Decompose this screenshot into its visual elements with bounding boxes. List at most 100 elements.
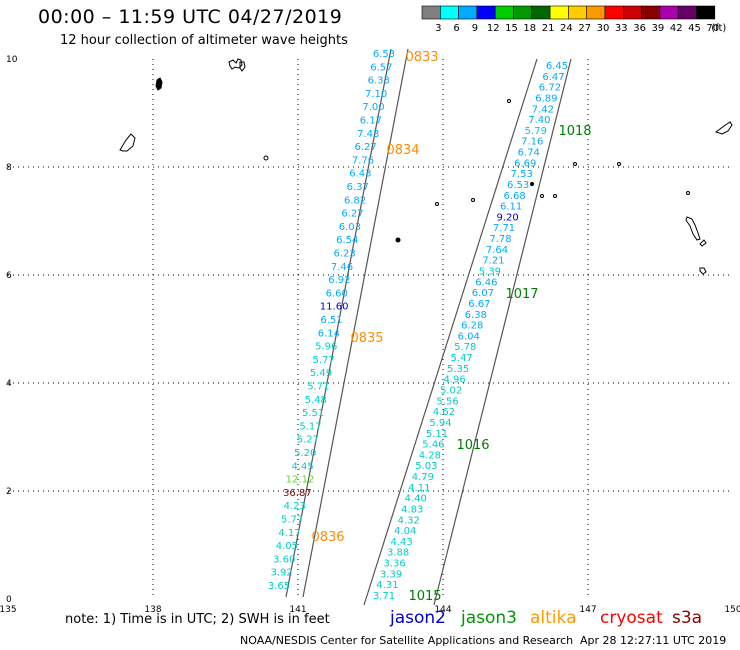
swh-value-jason3: 4.31 <box>376 580 398 591</box>
scale-swatch <box>439 5 459 20</box>
swh-value-jason3: 5.02 <box>440 385 462 396</box>
island-outline <box>553 194 557 198</box>
lat-tick-label: 2 <box>6 487 12 497</box>
pass-time-jason3: 1016 <box>456 438 489 453</box>
altimeter-tracks: 6.53 6.57 6.33 7.10 7.00 6.17 7.43 6.27 7.76 6.43… <box>268 48 592 606</box>
scale-swatch <box>513 5 533 20</box>
swh-value-jason3: 4.79 <box>412 472 434 483</box>
swh-value-jason3: 6.28 <box>461 321 483 332</box>
swh-value-jason3: 4.96 <box>443 375 465 386</box>
swh-value-altika: 4.05 <box>276 541 298 552</box>
swh-value-jason3: 6.11 <box>500 202 522 213</box>
pass-time-altika: 0836 <box>311 530 344 545</box>
scale-swatch <box>604 5 624 20</box>
swh-value-jason3: 5.78 <box>454 342 476 353</box>
scale-swatch <box>659 5 679 20</box>
lon-tick-label: 138 <box>144 605 161 615</box>
scale-swatch <box>677 5 697 20</box>
scale-swatch <box>696 5 716 20</box>
swh-value-jason3: 6.47 <box>542 72 564 83</box>
swh-value-altika: 4.45 <box>291 461 313 472</box>
scale-label: 70 <box>706 23 719 34</box>
swh-value-jason3: 7.16 <box>521 137 543 148</box>
scale-swatch <box>586 5 606 20</box>
swh-value-altika: 6.37 <box>347 182 369 193</box>
lat-tick-label: 6 <box>6 271 12 281</box>
swh-value-altika: 6.27 <box>354 142 376 153</box>
swh-value-altika: 6.54 <box>336 235 358 246</box>
lon-tick-label: 147 <box>579 605 596 615</box>
swh-value-altika: 6.53 <box>373 49 395 60</box>
scale-swatch <box>458 5 478 20</box>
swh-value-altika: 4.17 <box>278 528 300 539</box>
swh-value-jason3: 7.21 <box>482 256 504 267</box>
swh-value-jason3: 3.36 <box>383 559 405 570</box>
island-outline <box>686 191 690 195</box>
swh-value-altika: 6.92 <box>328 275 350 286</box>
pass-time-altika: 0834 <box>386 143 419 158</box>
swh-value-jason3: 6.89 <box>535 93 557 104</box>
swh-value-jason3: 5.46 <box>422 440 444 451</box>
island-outline <box>395 237 401 243</box>
island-outline <box>263 155 269 161</box>
scale-label: 39 <box>652 23 665 34</box>
swh-value-altika: 5.17 <box>299 421 321 432</box>
swh-value-jason3: 4.11 <box>408 483 430 494</box>
swh-value-jason3: 5.03 <box>415 461 437 472</box>
scale-label: 6 <box>453 23 459 34</box>
footer-note: note: 1) Time is in UTC; 2) SWH is in fe… <box>65 612 330 627</box>
scale-unit: (ft) <box>711 23 726 34</box>
scale-swatch <box>549 5 569 20</box>
swh-value-altika: 7.00 <box>362 102 384 113</box>
swh-value-jason3: 5.56 <box>436 396 458 407</box>
lon-tick-label: 141 <box>289 605 306 615</box>
swh-value-jason3: 5.35 <box>447 364 469 375</box>
swh-value-altika: 36.87 <box>283 488 312 499</box>
scale-swatch <box>568 5 588 20</box>
lon-tick-label: 150 <box>724 605 740 615</box>
lon-tick-label: 135 <box>0 605 17 615</box>
island-outline <box>507 99 511 103</box>
scale-label: 15 <box>505 23 518 34</box>
pass-time-altika: 0833 <box>405 50 438 65</box>
pass-time-jason3: 1018 <box>558 124 591 139</box>
page-subtitle: 12 hour collection of altimeter wave hei… <box>60 33 348 48</box>
island-outline <box>530 182 534 186</box>
swh-value-jason3: 5.79 <box>525 126 547 137</box>
track-edge <box>285 48 392 598</box>
swh-value-altika: 6.27 <box>341 209 363 220</box>
swh-value-altika: 6.33 <box>368 76 390 87</box>
swh-value-jason3: 7.42 <box>532 104 554 115</box>
scale-swatch <box>641 5 661 20</box>
scale-label: 21 <box>542 23 555 34</box>
swh-value-altika: 5.49 <box>310 368 332 379</box>
island-outline <box>155 77 163 91</box>
swh-value-jason3: 5.11 <box>426 429 448 440</box>
swh-value-jason3: 7.71 <box>493 223 515 234</box>
swh-value-altika: 6.51 <box>320 315 342 326</box>
swh-value-altika: 6.14 <box>318 328 340 339</box>
track-edge <box>433 58 572 606</box>
swh-value-jason3: 6.72 <box>539 83 561 94</box>
scale-label: 45 <box>688 23 701 34</box>
swh-value-jason3: 7.64 <box>486 245 508 256</box>
scale-label: 36 <box>633 23 646 34</box>
scale-swatch <box>476 5 496 20</box>
swh-value-jason3: 5.39 <box>479 267 501 278</box>
swh-value-altika: 6.23 <box>333 249 355 260</box>
island-outline <box>540 194 544 198</box>
lon-tick-label: 144 <box>434 605 451 615</box>
swh-value-jason3: 4.43 <box>391 537 413 548</box>
island-outline <box>435 202 439 206</box>
island-outline <box>228 58 243 70</box>
swh-value-altika: 6.43 <box>349 169 371 180</box>
swh-value-altika: 6.03 <box>339 222 361 233</box>
swh-value-jason3: 7.78 <box>489 234 511 245</box>
swh-value-altika: 4.23 <box>284 501 306 512</box>
legend-jason3: jason3 <box>461 608 517 628</box>
swh-value-jason3: 6.67 <box>468 299 490 310</box>
scale-swatch <box>421 5 441 20</box>
swh-value-jason3: 7.40 <box>528 115 550 126</box>
scale-label: 18 <box>523 23 536 34</box>
swh-value-jason3: 3.88 <box>387 548 409 559</box>
